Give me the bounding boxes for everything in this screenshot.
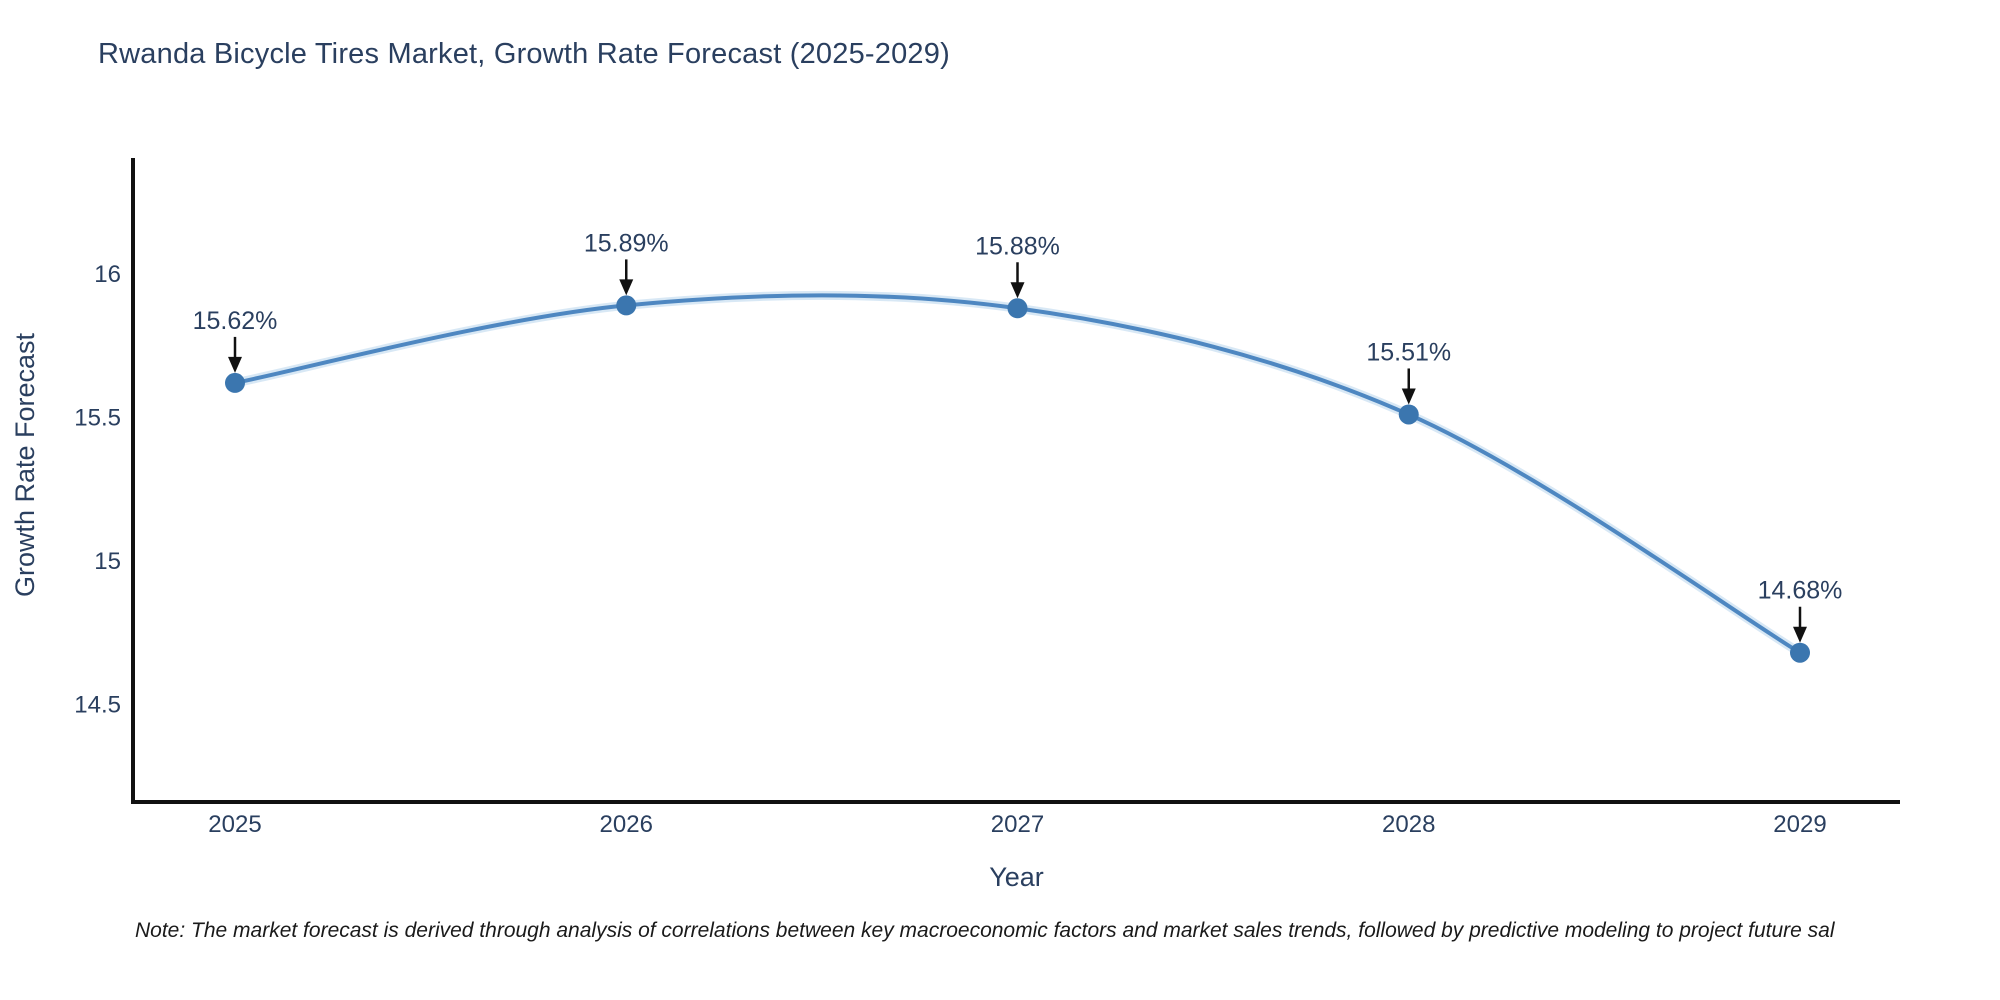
x-tick-label: 2029 (1773, 811, 1826, 838)
footnote: Note: The market forecast is derived thr… (135, 919, 1835, 942)
data-point-label: 15.62% (193, 307, 278, 335)
y-axis-title: Growth Rate Forecast (10, 332, 40, 597)
y-tick-label: 15.5 (74, 404, 121, 431)
annotation-arrowhead-icon (1401, 388, 1416, 405)
annotation-arrowhead-icon (1010, 282, 1025, 299)
series-line-halo (230, 290, 1805, 658)
data-point-label: 14.68% (1758, 577, 1843, 605)
data-point-marker (1790, 642, 1810, 663)
chart-title: Rwanda Bicycle Tires Market, Growth Rate… (98, 38, 950, 70)
x-tick-label: 2026 (600, 811, 653, 838)
data-point-marker (1398, 404, 1419, 425)
data-point-label: 15.88% (975, 232, 1060, 260)
y-tick-label: 15 (94, 548, 121, 575)
annotation-arrowhead-icon (1793, 626, 1807, 643)
data-point-label: 15.51% (1366, 338, 1451, 366)
y-tick-label: 16 (94, 261, 121, 288)
x-tick-label: 2028 (1382, 811, 1435, 838)
annotation-arrowhead-icon (619, 279, 634, 296)
data-point-marker (616, 295, 637, 316)
data-point-marker (1007, 298, 1028, 319)
x-tick-label: 2027 (991, 811, 1044, 838)
annotation-arrowhead-icon (228, 356, 242, 373)
data-point-label: 15.89% (584, 229, 669, 257)
data-point-marker (225, 372, 245, 393)
series-line (233, 293, 1802, 655)
y-tick-label: 14.5 (74, 691, 121, 718)
x-tick-label: 2025 (208, 811, 261, 838)
x-axis-title: Year (989, 862, 1044, 892)
